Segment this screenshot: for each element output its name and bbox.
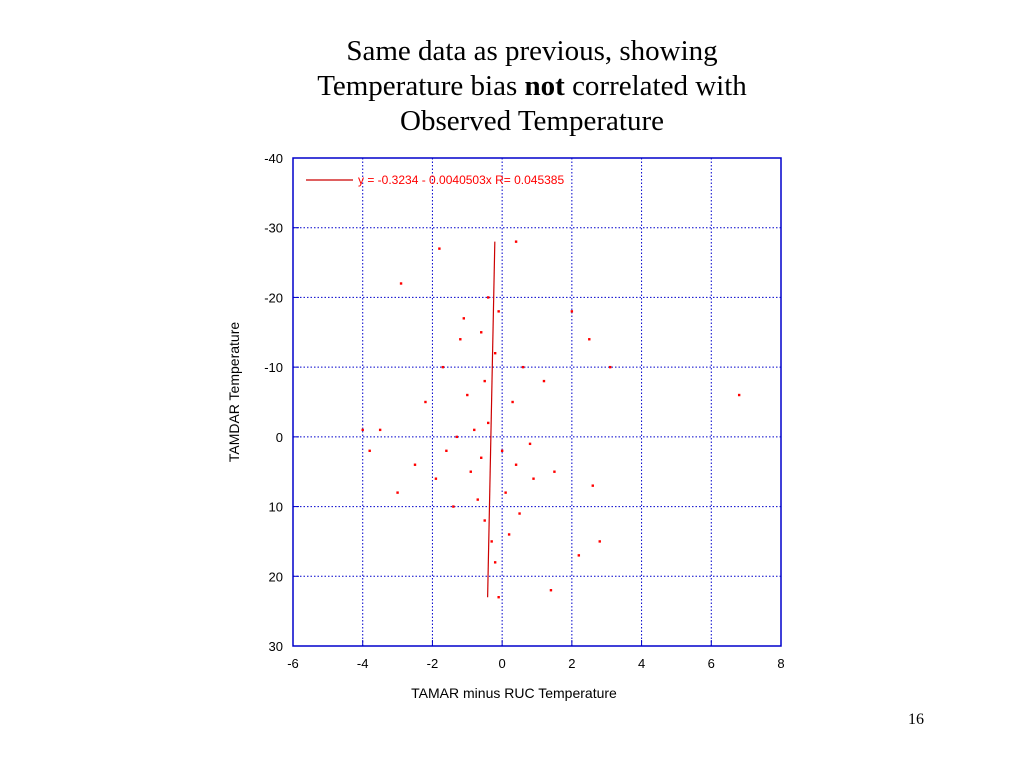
x-tick-label: -4 xyxy=(357,656,369,671)
x-tick-label: -6 xyxy=(287,656,299,671)
legend: y = -0.3234 - 0.0040503x R= 0.045385 xyxy=(306,173,564,187)
scatter-point xyxy=(504,491,507,494)
scatter-point xyxy=(737,393,741,397)
scatter-point xyxy=(588,338,591,341)
scatter-point xyxy=(549,589,553,592)
scatter-point xyxy=(507,533,511,536)
x-tick-label: -2 xyxy=(427,656,439,671)
grid-layer xyxy=(293,158,781,646)
y-tick-label: 0 xyxy=(276,430,283,445)
title-emphasis-not: not xyxy=(524,70,565,102)
page-number: 16 xyxy=(908,711,924,728)
scatter-point xyxy=(466,393,469,397)
scatter-point xyxy=(424,400,427,404)
y-axis-label: TAMDAR Temperature xyxy=(226,322,242,463)
scatter-point xyxy=(577,554,581,557)
scatter-point xyxy=(438,247,441,250)
y-tick-label: 30 xyxy=(269,639,283,654)
scatter-point xyxy=(570,310,574,313)
scatter-point xyxy=(598,540,601,543)
scatter-point xyxy=(361,428,364,432)
y-tick-label: 20 xyxy=(269,569,283,584)
fit-layer xyxy=(487,241,496,598)
fit-line xyxy=(487,241,496,598)
title-line-2-pre: Temperature bias xyxy=(317,70,525,102)
scatter-point xyxy=(480,331,483,334)
legend-fit-label: y = -0.3234 - 0.0040503x R= 0.045385 xyxy=(358,173,564,187)
scatter-point xyxy=(497,310,500,313)
scatter-point xyxy=(469,470,472,473)
slide-title: Same data as previous, showing Temperatu… xyxy=(212,34,852,139)
scatter-point xyxy=(518,512,521,515)
scatter-point xyxy=(514,463,518,466)
scatter-point xyxy=(483,379,486,383)
x-tick-label: 2 xyxy=(568,656,575,671)
x-tick-label: 8 xyxy=(777,656,784,671)
scatter-point xyxy=(532,477,535,480)
scatter-point xyxy=(487,421,490,425)
title-line-2-post: correlated with xyxy=(564,70,747,102)
scatter-point xyxy=(521,365,525,369)
points-layer xyxy=(361,240,741,599)
scatter-point xyxy=(441,365,445,369)
scatter-point xyxy=(378,428,382,432)
scatter-point xyxy=(480,456,483,459)
y-tick-label: -20 xyxy=(264,290,283,305)
title-line-2: Temperature bias not correlated with xyxy=(212,69,852,104)
plot-frame xyxy=(292,157,782,647)
x-axis-label: TAMAR minus RUC Temperature xyxy=(411,685,617,701)
y-tick-label: 10 xyxy=(269,500,283,515)
scatter-point xyxy=(591,484,594,487)
scatter-point xyxy=(493,352,497,355)
scatter-point xyxy=(473,428,476,432)
scatter-point xyxy=(553,470,556,473)
scatter-point xyxy=(511,400,514,404)
scatter-point xyxy=(528,442,532,446)
scatter-point xyxy=(490,540,493,543)
scatter-point xyxy=(434,477,438,480)
scatter-point xyxy=(462,317,465,320)
y-tick-label: -30 xyxy=(264,221,283,236)
y-axis-ticks: -40 -30 -20 -10 0 10 20 30 xyxy=(264,151,299,654)
scatter-point xyxy=(396,491,399,494)
scatter-point xyxy=(542,379,546,383)
scatter-point xyxy=(399,282,403,285)
x-tick-label: 4 xyxy=(638,656,645,671)
scatter-point xyxy=(493,561,497,564)
scatter-point xyxy=(500,449,504,452)
title-line-1: Same data as previous, showing xyxy=(346,35,718,67)
title-line-3: Observed Temperature xyxy=(400,105,664,137)
scatter-point xyxy=(459,338,462,341)
scatter-point xyxy=(368,449,371,452)
scatter-point xyxy=(609,365,612,369)
scatter-point xyxy=(413,463,417,466)
scatter-point xyxy=(455,435,459,439)
scatter-point xyxy=(452,505,455,508)
y-tick-label: -10 xyxy=(264,360,283,375)
scatter-point xyxy=(483,519,486,522)
scatter-point xyxy=(487,296,490,299)
scatter-point xyxy=(514,240,518,243)
y-tick-label: -40 xyxy=(264,151,283,166)
scatter-point xyxy=(497,596,500,599)
x-tick-label: 6 xyxy=(708,656,715,671)
scatter-point xyxy=(445,449,448,452)
x-tick-label: 0 xyxy=(499,656,506,671)
scatter-point xyxy=(476,498,479,501)
x-axis-ticks: -6 -4 -2 0 2 4 6 8 xyxy=(287,640,785,671)
